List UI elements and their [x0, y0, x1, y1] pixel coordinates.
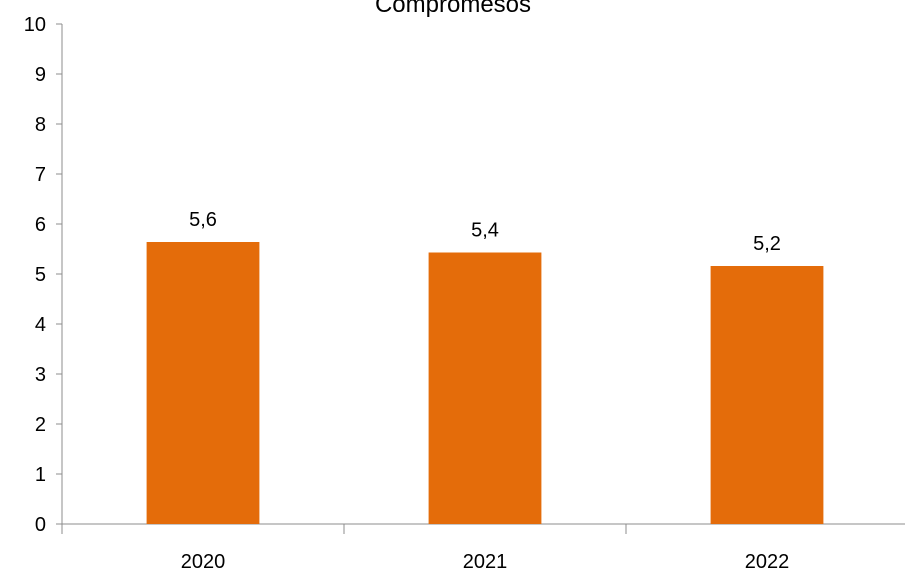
bar: [710, 266, 824, 524]
y-tick-label: 7: [35, 164, 46, 186]
bar: [428, 252, 542, 524]
chart-title: Compromesos: [375, 0, 531, 18]
bars: [146, 242, 824, 524]
x-tick-label: 2020: [181, 551, 226, 573]
y-tick-label: 0: [35, 514, 46, 536]
bar: [146, 242, 260, 524]
data-label: 5,6: [189, 209, 217, 231]
y-tick-label: 10: [24, 14, 46, 36]
y-tick-label: 1: [35, 464, 46, 486]
y-axis: 0 1 2 3 4 5 6 7 8 9 10: [24, 14, 63, 536]
x-tick-label: 2021: [463, 551, 508, 573]
x-tick-label: 2022: [745, 551, 790, 573]
y-tick-label: 5: [35, 264, 46, 286]
data-label: 5,2: [753, 233, 781, 255]
y-tick-label: 9: [35, 64, 46, 86]
y-tick-label: 8: [35, 114, 46, 136]
data-label: 5,4: [471, 220, 499, 242]
y-tick-label: 3: [35, 364, 46, 386]
y-tick-label: 2: [35, 414, 46, 436]
y-tick-label: 4: [35, 314, 46, 336]
data-labels: 5,6 5,4 5,2: [189, 209, 781, 255]
x-axis: 2020 2021 2022: [61, 523, 905, 573]
y-tick-label: 6: [35, 214, 46, 236]
